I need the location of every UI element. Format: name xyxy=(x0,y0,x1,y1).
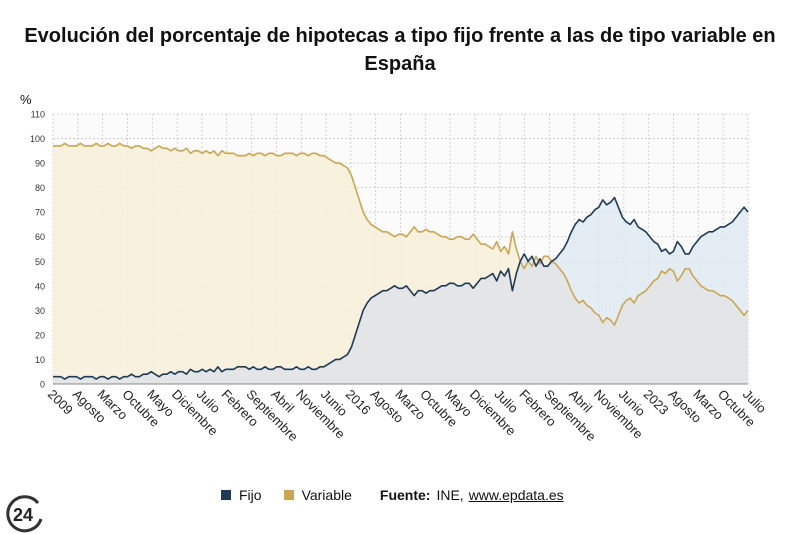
y-axis-unit-label: % xyxy=(20,92,32,107)
area-fills xyxy=(53,143,748,384)
y-tick-label: 10 xyxy=(35,355,45,365)
source-link[interactable]: www.epdata.es xyxy=(468,487,564,503)
y-tick-label: 110 xyxy=(31,110,45,120)
source-label: Fuente: xyxy=(379,487,431,503)
y-tick-label: 40 xyxy=(35,281,45,291)
x-tick-labels: 2009AgostoMarzoOctubreMayoDiciembreJulio… xyxy=(45,387,770,445)
x-tick-label: 2009 xyxy=(45,387,76,418)
y-tick-label: 30 xyxy=(35,306,45,316)
fijo-line xyxy=(53,196,749,380)
legend-swatch-variable xyxy=(283,490,294,500)
x-tick-label: 2023 xyxy=(641,387,672,418)
y-tick-label: 50 xyxy=(35,257,45,267)
chart-legend: Fijo Variable Fuente: INE, www.epdata.es xyxy=(221,487,564,503)
y-tick-label: 20 xyxy=(35,330,45,340)
y-tick-label: 60 xyxy=(35,232,45,242)
y-tick-label: 0 xyxy=(40,380,45,390)
chart-title-line2: España xyxy=(364,53,436,75)
y-tick-label: 80 xyxy=(35,183,45,193)
x-tick-label: 2016 xyxy=(343,387,374,418)
legend-label-variable: Variable xyxy=(301,487,352,503)
y-tick-label: 70 xyxy=(35,208,45,218)
legend-swatch-fijo xyxy=(221,490,231,500)
legend-label-fijo: Fijo xyxy=(239,487,262,503)
legend-item-variable[interactable]: Variable xyxy=(283,487,352,503)
logo-ring xyxy=(6,495,43,533)
legend-item-fijo[interactable]: Fijo xyxy=(221,487,262,503)
brand-logo: 24 xyxy=(6,495,43,533)
y-tick-label: 90 xyxy=(35,159,45,169)
y-tick-labels: 0 10 20 30 40 50 60 70 80 90 100 110 xyxy=(30,110,45,390)
logo-text: 24 xyxy=(13,505,33,525)
source-name: INE, xyxy=(436,487,464,503)
series-lines xyxy=(53,142,749,380)
chart-title: Evolución del porcentaje de hipotecas a … xyxy=(0,22,800,78)
y-tick-label: 100 xyxy=(30,134,45,144)
overlap-area xyxy=(53,261,748,384)
variable-line xyxy=(53,142,749,326)
chart-title-line1: Evolución del porcentaje de hipotecas a … xyxy=(24,25,776,47)
